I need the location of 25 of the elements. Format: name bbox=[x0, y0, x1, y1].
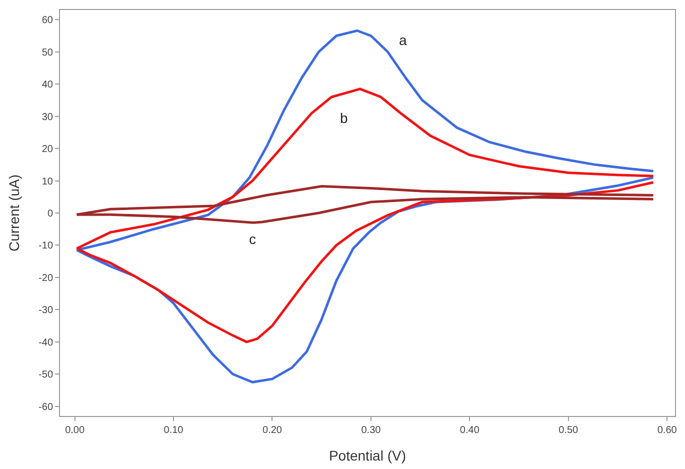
x-tick-label: 0.20 bbox=[262, 425, 282, 436]
series-label: b bbox=[340, 110, 348, 126]
y-tick-label: -40 bbox=[38, 337, 54, 348]
x-tick-label: 0.00 bbox=[65, 425, 85, 436]
series-label: c bbox=[249, 231, 256, 247]
y-tick-label: 60 bbox=[42, 15, 54, 26]
x-tick-label: 0.30 bbox=[361, 425, 382, 436]
x-tick-label: 0.40 bbox=[460, 425, 480, 436]
y-tick-label: -30 bbox=[38, 305, 54, 316]
y-tick-label: 10 bbox=[42, 176, 54, 188]
x-tick-label: 0.60 bbox=[657, 425, 678, 436]
y-tick-label: 50 bbox=[42, 47, 54, 58]
y-tick-label: 0 bbox=[47, 208, 54, 220]
y-tick-label: -20 bbox=[38, 272, 54, 284]
x-tick-label: 0.10 bbox=[164, 425, 184, 436]
y-tick-label: 20 bbox=[42, 144, 54, 156]
y-tick-label: 30 bbox=[42, 112, 54, 123]
y-tick-label: -60 bbox=[38, 402, 54, 413]
x-axis-title: Potential (V) bbox=[328, 447, 406, 464]
y-axis-title: Current (uA) bbox=[6, 174, 22, 252]
x-tick-label: 0.50 bbox=[558, 425, 579, 436]
y-tick-label: -10 bbox=[38, 240, 54, 252]
y-tick-label: -50 bbox=[38, 370, 54, 381]
y-tick-label: 40 bbox=[42, 80, 54, 91]
series-label: a bbox=[399, 32, 407, 48]
